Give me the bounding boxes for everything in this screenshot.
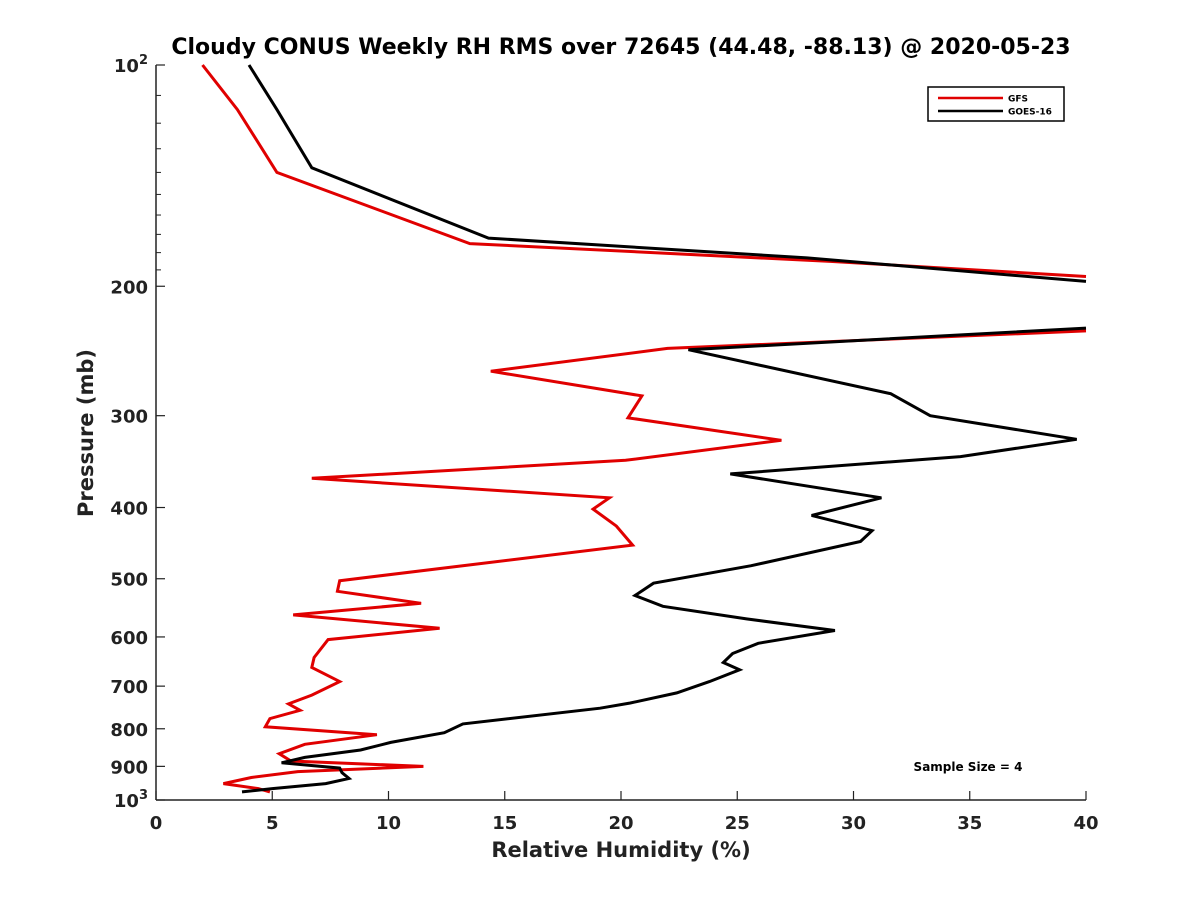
x-tick-label: 30 — [841, 813, 866, 834]
y-tick-label: 300 — [110, 407, 148, 428]
y-tick-label: 200 — [110, 277, 148, 298]
legend-box — [927, 86, 1065, 122]
x-tick-label: 40 — [1073, 813, 1098, 834]
y-axis-label: Pressure (mb) — [74, 349, 98, 517]
x-tick-label: 15 — [492, 813, 517, 834]
y-tick-label: 800 — [110, 720, 148, 741]
y-tick-label: 700 — [110, 677, 148, 698]
y-tick-label: 103 — [114, 788, 148, 812]
x-axis-label: Relative Humidity (%) — [491, 838, 750, 862]
series-goes-16-legend-label: GOES-16 — [1008, 108, 1052, 118]
y-tick-label: 900 — [110, 757, 148, 778]
series-layer — [201, 64, 1087, 794]
y-tick-label: 102 — [114, 53, 148, 77]
series-gfs-line — [223, 329, 1087, 794]
y-tick-label: 400 — [110, 499, 148, 520]
y-tick-label: 500 — [110, 570, 148, 591]
x-tick-label: 20 — [608, 813, 633, 834]
legend: GFS GOES-16 — [927, 86, 1065, 122]
x-tick-label: 35 — [957, 813, 982, 834]
x-tick-label: 10 — [376, 813, 401, 834]
chart-title: Cloudy CONUS Weekly RH RMS over 72645 (4… — [171, 35, 1070, 60]
series-goes-16-line — [247, 64, 1087, 283]
axes-layer: 0 5 10 15 20 25 30 35 40 102 200 300 400 500 600 700 800… — [110, 53, 1098, 834]
series-goes-16-line — [241, 326, 1087, 794]
x-tick-label: 0 — [150, 813, 163, 834]
x-tick-label: 5 — [266, 813, 279, 834]
sample-size-annotation: Sample Size = 4 — [914, 760, 1023, 774]
x-tick-label: 25 — [725, 813, 750, 834]
y-tick-label: 600 — [110, 628, 148, 649]
series-gfs-legend-label: GFS — [1008, 95, 1028, 105]
